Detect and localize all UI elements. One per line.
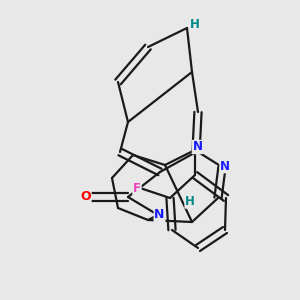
Text: N: N (220, 160, 230, 172)
Text: O: O (80, 190, 91, 203)
Text: N: N (154, 208, 165, 221)
Text: H: H (190, 19, 200, 32)
Text: H: H (185, 195, 195, 208)
Text: F: F (133, 182, 141, 194)
Text: N: N (192, 140, 203, 154)
